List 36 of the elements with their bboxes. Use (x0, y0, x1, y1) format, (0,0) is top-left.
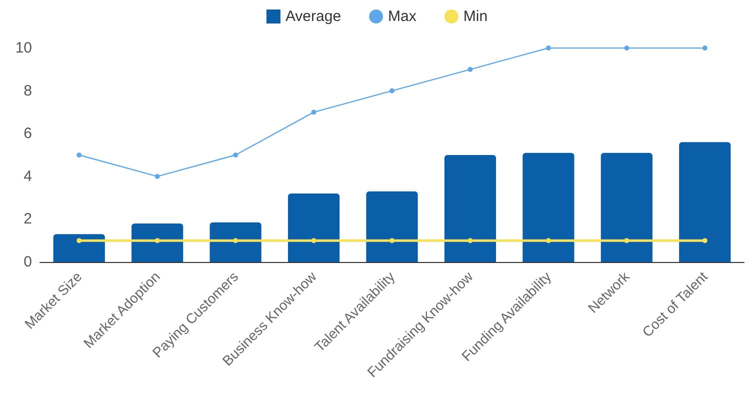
bar (132, 223, 184, 262)
point (390, 238, 394, 244)
point (546, 46, 551, 50)
point (154, 238, 160, 244)
y-tick-label: 6 (24, 125, 32, 142)
point (311, 238, 316, 244)
bar (53, 234, 105, 262)
point (546, 238, 551, 244)
legend-label: Min (463, 8, 488, 25)
point (390, 88, 394, 94)
bar (444, 155, 496, 262)
point (624, 238, 630, 244)
y-tick-label: 0 (24, 254, 32, 270)
y-tick-label: 4 (24, 168, 32, 185)
point (76, 152, 82, 158)
point (468, 66, 473, 72)
bar (522, 152, 574, 262)
y-tick-label: 2 (24, 210, 32, 228)
legend-label: Average (285, 8, 342, 25)
y-tick-label: 8 (24, 82, 32, 100)
point (76, 238, 82, 244)
bar (679, 142, 731, 262)
point (468, 238, 473, 244)
point (702, 46, 708, 50)
point (624, 46, 630, 50)
point (233, 152, 238, 158)
bar (600, 152, 652, 262)
point (311, 110, 316, 115)
bar (366, 191, 418, 262)
bar (288, 194, 340, 262)
y-tick-label: 10 (15, 40, 32, 56)
point (154, 174, 160, 179)
point (702, 238, 708, 244)
legend-label: Max (388, 8, 417, 25)
point (233, 238, 238, 244)
bar (210, 222, 262, 262)
